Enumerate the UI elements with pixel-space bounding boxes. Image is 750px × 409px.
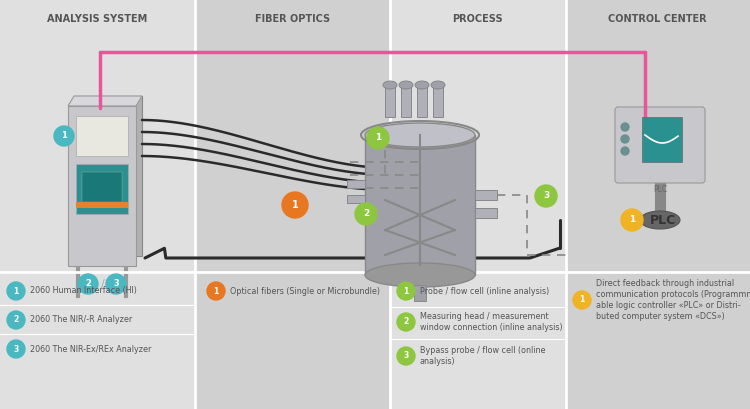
Text: 2060 The NIR/-R Analyzer: 2060 The NIR/-R Analyzer	[30, 315, 132, 324]
Ellipse shape	[365, 123, 475, 147]
Circle shape	[397, 282, 415, 300]
Circle shape	[397, 313, 415, 331]
Bar	[365, 135, 475, 275]
Text: 1: 1	[13, 286, 19, 295]
Text: 3: 3	[13, 344, 19, 353]
Bar	[475, 208, 497, 218]
FancyBboxPatch shape	[74, 96, 142, 256]
Text: 2060 Human Interface (HI): 2060 Human Interface (HI)	[30, 286, 136, 295]
FancyBboxPatch shape	[82, 172, 122, 202]
Circle shape	[535, 185, 557, 207]
Text: 1: 1	[628, 216, 635, 225]
Bar	[76, 202, 128, 208]
Bar	[195, 0, 390, 409]
Bar	[433, 85, 443, 117]
Text: ANALYSIS SYSTEM: ANALYSIS SYSTEM	[47, 14, 148, 24]
Text: /: /	[101, 279, 105, 289]
Text: CONTROL CENTER: CONTROL CENTER	[608, 14, 707, 24]
Bar	[417, 85, 427, 117]
Circle shape	[207, 282, 225, 300]
Text: FIBER OPTICS: FIBER OPTICS	[255, 14, 330, 24]
Polygon shape	[68, 96, 142, 106]
Text: 2: 2	[85, 279, 91, 288]
Bar	[414, 285, 426, 301]
FancyBboxPatch shape	[68, 106, 136, 266]
Text: 1: 1	[579, 295, 585, 304]
Ellipse shape	[383, 81, 397, 89]
Bar	[401, 85, 411, 117]
Circle shape	[78, 274, 98, 294]
Circle shape	[621, 209, 643, 231]
Text: 1: 1	[292, 200, 298, 210]
Ellipse shape	[399, 81, 413, 89]
Text: Bypass probe / flow cell (online
analysis): Bypass probe / flow cell (online analysi…	[420, 346, 545, 366]
Circle shape	[367, 127, 389, 149]
Ellipse shape	[640, 211, 680, 229]
Text: 3: 3	[543, 191, 549, 200]
Text: Optical fibers (Single or Microbundle): Optical fibers (Single or Microbundle)	[230, 286, 380, 295]
Ellipse shape	[415, 81, 429, 89]
Text: PROCESS: PROCESS	[452, 14, 503, 24]
FancyBboxPatch shape	[642, 117, 682, 162]
Circle shape	[7, 282, 25, 300]
Ellipse shape	[365, 263, 475, 287]
Text: Direct feedback through industrial
communication protocols (Programmm-
able logi: Direct feedback through industrial commu…	[596, 279, 750, 321]
Circle shape	[106, 274, 126, 294]
Text: 1: 1	[213, 286, 219, 295]
Text: 3: 3	[113, 279, 118, 288]
Circle shape	[621, 123, 629, 131]
Text: 2: 2	[404, 317, 409, 326]
Bar	[0, 0, 195, 409]
Circle shape	[7, 340, 25, 358]
Circle shape	[54, 126, 74, 146]
Circle shape	[621, 135, 629, 143]
FancyBboxPatch shape	[615, 107, 705, 183]
Text: 1: 1	[404, 286, 409, 295]
Circle shape	[355, 203, 377, 225]
Ellipse shape	[431, 81, 445, 89]
Text: Probe / flow cell (inline analysis): Probe / flow cell (inline analysis)	[420, 286, 549, 295]
Text: PLC: PLC	[653, 185, 667, 194]
Text: 2: 2	[13, 315, 19, 324]
FancyBboxPatch shape	[76, 116, 128, 156]
Bar	[347, 180, 365, 188]
FancyBboxPatch shape	[76, 164, 128, 214]
Text: 1: 1	[61, 132, 67, 141]
Text: 1: 1	[375, 133, 381, 142]
Text: 3: 3	[404, 351, 409, 360]
Bar	[347, 195, 365, 203]
Text: PLC: PLC	[650, 213, 676, 227]
Circle shape	[7, 311, 25, 329]
Bar	[475, 190, 497, 200]
Circle shape	[621, 147, 629, 155]
Bar	[385, 85, 395, 117]
Circle shape	[573, 291, 591, 309]
Text: Measuring head / measurement
window connection (inline analysis): Measuring head / measurement window conn…	[420, 312, 562, 332]
Bar	[566, 0, 750, 409]
Text: 2060 The NIR-Ex/REx Analyzer: 2060 The NIR-Ex/REx Analyzer	[30, 344, 152, 353]
Bar	[390, 0, 566, 409]
Circle shape	[282, 192, 308, 218]
Circle shape	[397, 347, 415, 365]
Text: 2: 2	[363, 209, 369, 218]
